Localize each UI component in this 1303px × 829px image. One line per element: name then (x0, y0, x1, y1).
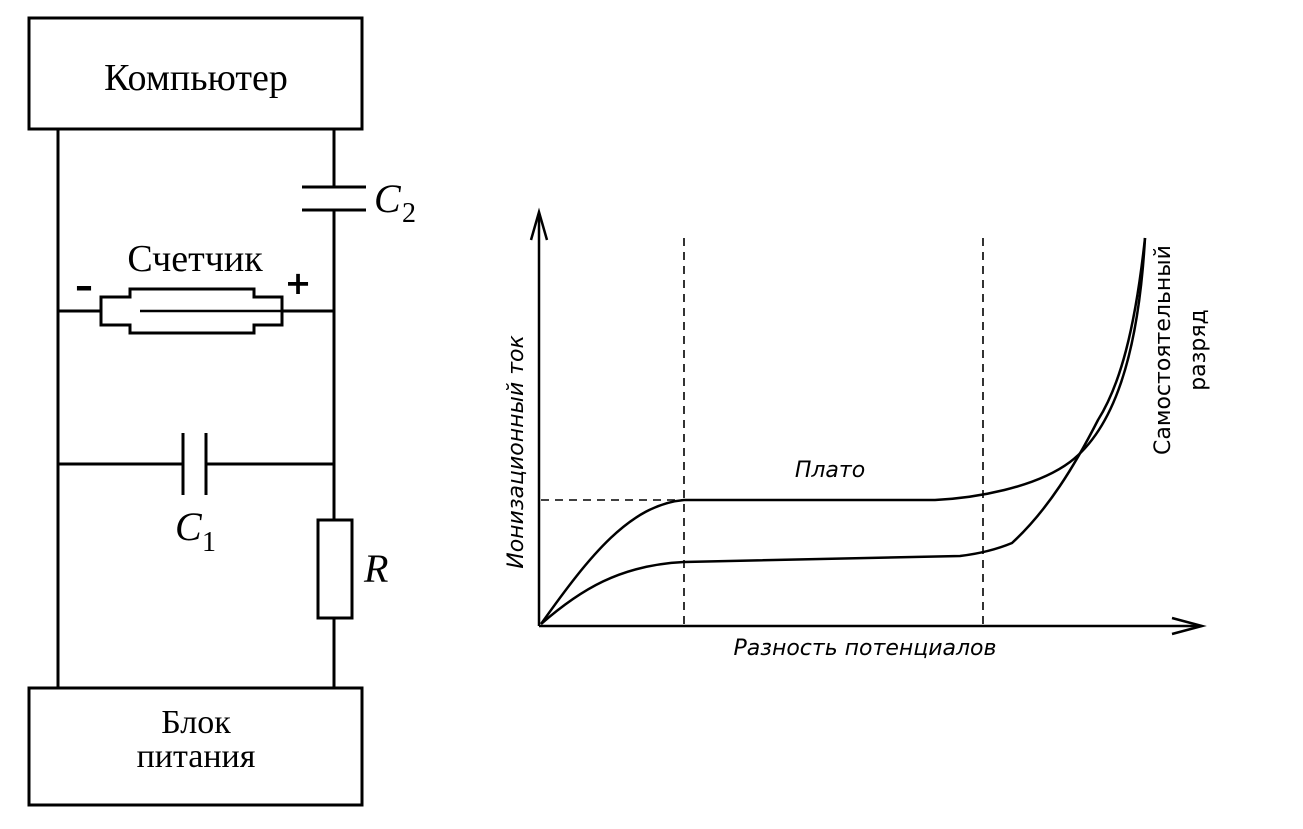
r-label: R (363, 546, 388, 591)
upper-curve (539, 237, 1147, 625)
discharge-label-line2: разряд (1186, 309, 1211, 391)
characteristic-graph: Плато Разность потенциалов Ионизационный… (504, 207, 1211, 661)
counter-label: Счетчик (127, 238, 263, 280)
resistor-r (316, 518, 354, 620)
computer-block (27, 16, 364, 131)
lower-curve (540, 237, 1147, 625)
capacitor-c2 (302, 185, 366, 212)
power-label-line2: питания (137, 738, 256, 775)
power-label-line1: Блок (161, 704, 231, 741)
c1-letter: C (175, 504, 203, 549)
circuit-diagram: Компьютер Блок питания C 2 Счетчик – + (27, 16, 416, 807)
plateau-label: Плато (795, 458, 865, 483)
x-axis-label: Разность потенциалов (734, 636, 997, 661)
c2-subscript: 2 (402, 198, 416, 229)
computer-label: Компьютер (104, 57, 288, 99)
counter-tube (58, 287, 334, 335)
y-axis-label: Ионизационный ток (504, 335, 529, 569)
capacitor-c1 (58, 433, 334, 495)
x-axis-arrow (1171, 616, 1207, 636)
y-axis-arrow (529, 207, 549, 241)
power-supply-block (27, 686, 364, 807)
discharge-label-line1: Самостоятельный (1151, 245, 1176, 455)
c2-letter: C (374, 176, 402, 221)
plus-sign: + (285, 264, 312, 302)
c1-subscript: 1 (202, 527, 216, 558)
minus-sign: – (75, 266, 93, 307)
